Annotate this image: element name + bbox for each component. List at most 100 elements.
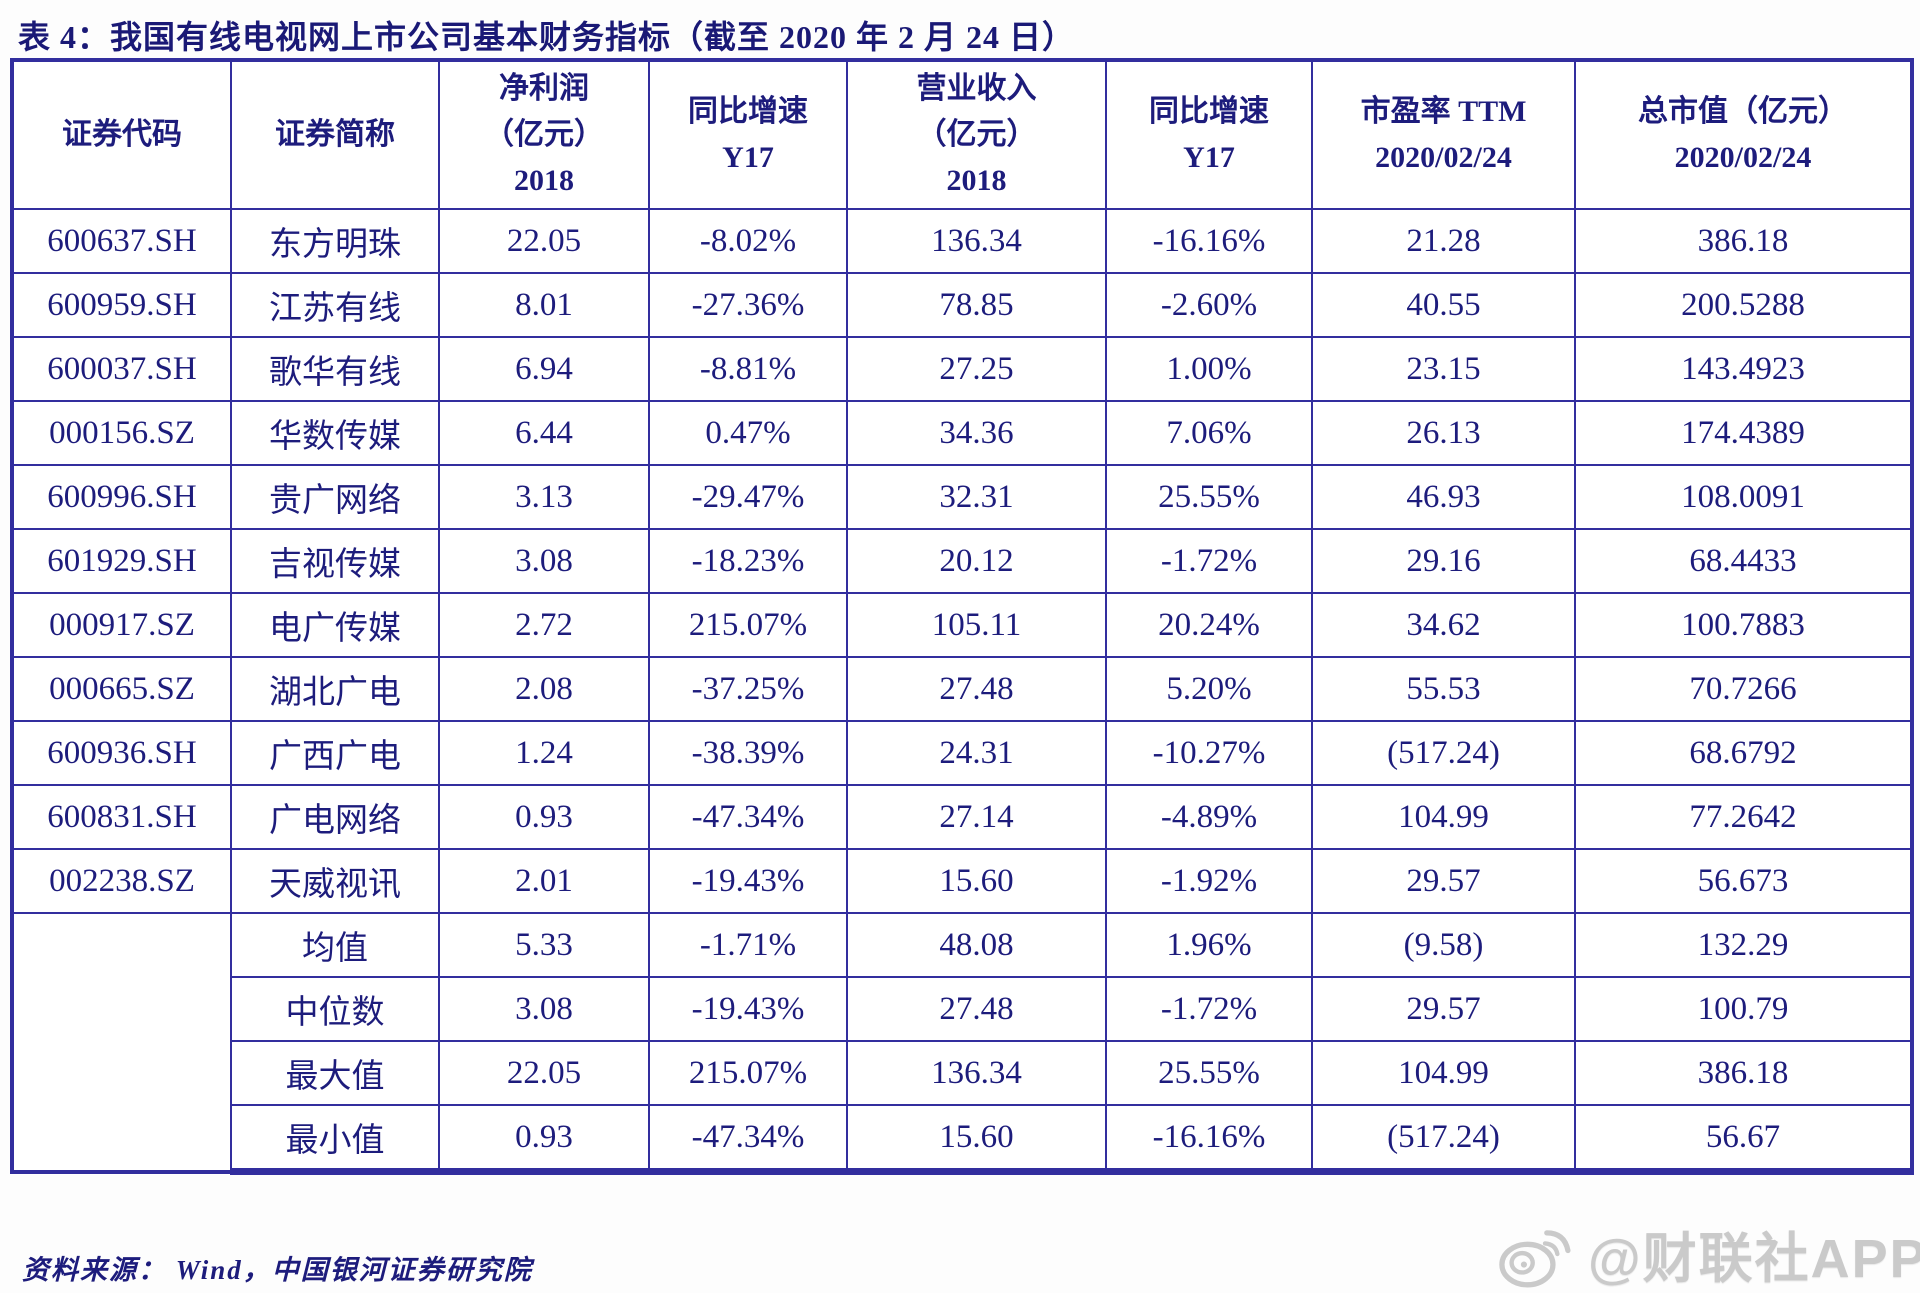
cell-market-cap: 70.7266 (1574, 656, 1913, 722)
cell-net-profit: 6.44 (438, 400, 650, 466)
cell-pe: 29.57 (1311, 976, 1576, 1042)
cell-net-profit: 8.01 (438, 272, 650, 338)
summary-row-min: 最小值 0.93 -47.34% 15.60 -16.16% (517.24) … (12, 1104, 1913, 1175)
cell-yoy-profit: -27.36% (648, 272, 848, 338)
cell-net-profit: 3.08 (438, 976, 650, 1042)
cell-pe: 21.28 (1311, 208, 1576, 274)
cell-code: 600959.SH (11, 272, 232, 338)
cell-market-cap: 56.673 (1574, 848, 1913, 914)
cell-name: 广电网络 (230, 784, 440, 850)
cell-pe: 26.13 (1311, 400, 1576, 466)
cell-name: 天威视讯 (230, 848, 440, 914)
cell-stat-label: 均值 (230, 912, 440, 978)
cell-code: 000156.SZ (11, 400, 232, 466)
cell-market-cap: 143.4923 (1574, 336, 1913, 402)
cell-yoy-profit: -29.47% (648, 464, 848, 530)
cell-yoy-profit: -19.43% (648, 976, 848, 1042)
cell-market-cap: 200.5288 (1574, 272, 1913, 338)
cell-net-profit: 22.05 (438, 1040, 650, 1106)
cell-yoy-profit: -18.23% (648, 528, 848, 594)
cell-pe: (9.58) (1311, 912, 1576, 978)
table-row: 600831.SH 广电网络 0.93 -47.34% 27.14 -4.89%… (11, 784, 1913, 850)
cell-revenue: 105.11 (846, 592, 1107, 658)
cell-yoy-revenue: -10.27% (1105, 720, 1313, 786)
cell-net-profit: 0.93 (438, 784, 650, 850)
cell-yoy-profit: -8.02% (648, 208, 848, 274)
col-header-yoy-revenue: 同比增速 Y17 (1105, 59, 1313, 210)
cell-yoy-profit: -19.43% (648, 848, 848, 914)
cell-pe: 29.16 (1311, 528, 1576, 594)
cell-revenue: 27.48 (846, 656, 1107, 722)
cell-revenue: 24.31 (846, 720, 1107, 786)
cell-name: 贵广网络 (230, 464, 440, 530)
cell-net-profit: 2.72 (438, 592, 650, 658)
cell-yoy-revenue: 1.00% (1105, 336, 1313, 402)
cell-pe: 104.99 (1311, 1040, 1576, 1106)
cell-name: 吉视传媒 (230, 528, 440, 594)
col-header-revenue: 营业收入 （亿元） 2018 (846, 59, 1107, 210)
header-row: 证券代码 证券简称 净利润 （亿元） 2018 同比增速 Y17 营业收入 （亿… (11, 59, 1913, 210)
cell-yoy-profit: -47.34% (648, 1104, 848, 1175)
cell-yoy-profit: -1.71% (648, 912, 848, 978)
cell-net-profit: 1.24 (438, 720, 650, 786)
cell-code: 002238.SZ (11, 848, 232, 914)
table-row: 000917.SZ 电广传媒 2.72 215.07% 105.11 20.24… (11, 592, 1913, 658)
cell-net-profit: 5.33 (438, 912, 650, 978)
table-row: 600996.SH 贵广网络 3.13 -29.47% 32.31 25.55%… (11, 464, 1913, 530)
cell-yoy-revenue: -1.72% (1105, 976, 1313, 1042)
cell-code: 600996.SH (11, 464, 232, 530)
cell-market-cap: 68.6792 (1574, 720, 1913, 786)
cell-net-profit: 6.94 (438, 336, 650, 402)
cell-yoy-revenue: -16.16% (1105, 1104, 1313, 1175)
cell-name: 歌华有线 (230, 336, 440, 402)
cell-yoy-revenue: -4.89% (1105, 784, 1313, 850)
cell-yoy-profit: 215.07% (648, 592, 848, 658)
watermark-text: @财联社APP (1588, 1229, 1920, 1289)
cell-yoy-revenue: -2.60% (1105, 272, 1313, 338)
summary-row-mean: 均值 5.33 -1.71% 48.08 1.96% (9.58) 132.29 (11, 912, 1913, 1173)
cell-net-profit: 22.05 (438, 208, 650, 274)
summary-row-median: 中位数 3.08 -19.43% 27.48 -1.72% 29.57 100.… (12, 976, 1913, 1042)
cell-revenue: 48.08 (846, 912, 1107, 978)
cell-code: 600637.SH (11, 208, 232, 274)
cell-yoy-profit: -37.25% (648, 656, 848, 722)
cell-revenue: 27.14 (846, 784, 1107, 850)
cell-yoy-revenue: -1.92% (1105, 848, 1313, 914)
page-title: 表 4：我国有线电视网上市公司基本财务指标（截至 2020 年 2 月 24 日… (18, 19, 1076, 55)
cell-yoy-revenue: 25.55% (1105, 1040, 1313, 1106)
col-header-yoy-profit: 同比增速 Y17 (648, 59, 848, 210)
cell-empty-merged (11, 912, 232, 1173)
table-row: 000156.SZ 华数传媒 6.44 0.47% 34.36 7.06% 26… (11, 400, 1913, 466)
cell-yoy-profit: -8.81% (648, 336, 848, 402)
col-header-code: 证券代码 (11, 59, 232, 210)
cell-code: 000917.SZ (11, 592, 232, 658)
cell-yoy-revenue: 20.24% (1105, 592, 1313, 658)
cell-pe: (517.24) (1311, 1104, 1576, 1175)
cell-code: 000665.SZ (11, 656, 232, 722)
col-header-name: 证券简称 (230, 59, 440, 210)
cell-revenue: 136.34 (846, 208, 1107, 274)
cell-stat-label: 最小值 (230, 1104, 440, 1175)
cell-revenue: 136.34 (846, 1040, 1107, 1106)
cell-pe: 46.93 (1311, 464, 1576, 530)
watermark: @财联社APP (1494, 1214, 1920, 1293)
cell-pe: 29.57 (1311, 848, 1576, 914)
cell-net-profit: 3.13 (438, 464, 650, 530)
cell-revenue: 20.12 (846, 528, 1107, 594)
col-header-net-profit: 净利润 （亿元） 2018 (438, 59, 650, 210)
cell-market-cap: 108.0091 (1574, 464, 1913, 530)
cell-market-cap: 77.2642 (1574, 784, 1913, 850)
cell-code: 600831.SH (11, 784, 232, 850)
cell-stat-label: 最大值 (230, 1040, 440, 1106)
cell-market-cap: 56.67 (1574, 1104, 1913, 1175)
cell-pe: 104.99 (1311, 784, 1576, 850)
col-header-market-cap: 总市值（亿元） 2020/02/24 (1574, 59, 1913, 210)
cell-yoy-profit: 0.47% (648, 400, 848, 466)
cell-yoy-profit: -47.34% (648, 784, 848, 850)
cell-market-cap: 386.18 (1574, 208, 1913, 274)
cell-yoy-revenue: 1.96% (1105, 912, 1313, 978)
cell-stat-label: 中位数 (230, 976, 440, 1042)
cell-name: 广西广电 (230, 720, 440, 786)
table-row: 601929.SH 吉视传媒 3.08 -18.23% 20.12 -1.72%… (11, 528, 1913, 594)
